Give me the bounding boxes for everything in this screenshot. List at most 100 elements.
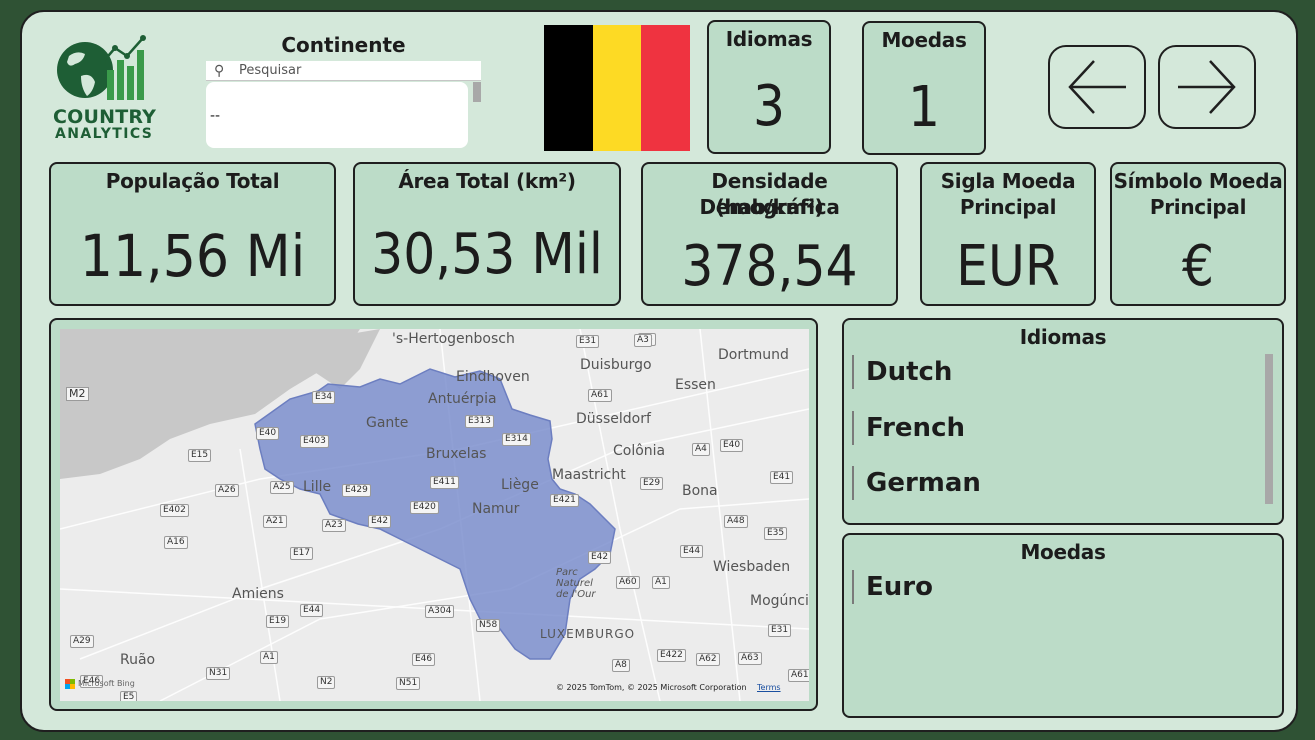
densidade-title-line2: (hab/km²) [715,195,824,219]
slicer-scrollbar[interactable] [473,82,481,102]
road-shield: A29 [70,635,94,648]
map-label-antuerpia: Antuérpia [428,391,497,407]
sigla-value: EUR [956,234,1060,299]
map-label-ruao: Ruão [120,652,156,668]
road-shield: E19 [266,615,290,628]
map-label-namur: Namur [472,501,520,517]
road-shield: E402 [160,504,189,517]
road-shield: E429 [342,484,371,497]
road-shield: E403 [300,435,329,448]
arrow-right-icon [1178,60,1236,114]
map-label-luxemburgo: LUXEMBURGO [540,627,636,641]
forward-button[interactable] [1158,45,1256,129]
back-button[interactable] [1048,45,1146,129]
map-label-lille: Lille [303,479,332,495]
slicer-item[interactable]: -- [210,108,221,124]
map-label-wiesbaden: Wiesbaden [713,559,791,575]
map-label-dortmund: Dortmund [718,347,789,363]
idiomas-list-title: Idiomas [1019,325,1107,349]
map-label-dusseldorf: Düsseldorf [576,411,651,427]
road-shield: E31 [768,624,792,637]
idiomas-count-title: Idiomas [725,27,813,51]
road-shield: E411 [430,476,459,489]
idiomas-count-card: Idiomas 3 [707,20,831,154]
map-label-colonia: Colônia [613,443,666,459]
road-shield: E44 [300,604,324,617]
logo-text-country: COUNTRY [53,106,157,128]
road-shield: E42 [588,551,612,564]
map-terms-link[interactable]: Terms [757,683,781,692]
list-item-french[interactable]: French [852,411,965,445]
area-title: Área Total (km²) [398,169,576,193]
map-label-essen: Essen [675,377,716,393]
densidade-card: Densidade Demográfica (hab/km²) 378,54 [641,162,898,306]
moedas-count-card: Moedas 1 [862,21,986,155]
idiomas-scrollbar[interactable] [1265,354,1273,504]
area-value: 30,53 Mil [371,222,603,287]
road-shield: E42 [368,515,392,528]
map-label-gante: Gante [366,415,409,431]
road-shield: E40 [256,427,280,440]
road-shield: E421 [550,494,579,507]
road-shield: E31 [576,335,600,348]
road-shield: A4 [692,443,710,456]
bing-logo [65,679,75,689]
road-shield: A62 [696,653,720,666]
road-shield: N31 [206,667,231,680]
flag-stripe-black [544,25,593,151]
densidade-value: 378,54 [681,234,858,299]
sigla-title-line2: Principal [959,195,1057,219]
populacao-title: População Total [105,169,280,193]
road-shield: E29 [640,477,664,490]
arrow-left-icon [1068,60,1126,114]
bing-attribution: Microsoft Bing [78,679,135,688]
road-shield: A61 [788,669,809,682]
map-label-liege: Liège [501,477,539,493]
road-shield: A1 [260,651,278,664]
sigla-card: Sigla Moeda Principal EUR [920,162,1096,306]
moedas-count-value: 1 [907,75,941,140]
road-shield: A23 [322,519,346,532]
densidade-title-line1: Densidade Demográfica [699,169,840,219]
map-label-bona: Bona [682,483,718,499]
map-label-amiens: Amiens [232,586,284,602]
moedas-list-title: Moedas [1020,540,1106,564]
road-shield: N58 [476,619,501,632]
road-shield: A304 [425,605,455,618]
map-label-m2: M2 [66,387,89,401]
road-shield: A26 [215,484,239,497]
search-icon: ⚲ [214,63,225,79]
area-card: Área Total (km²) 30,53 Mil [353,162,621,306]
road-shield: E46 [80,675,104,688]
list-item-german[interactable]: German [852,466,981,500]
road-shield: E41 [770,471,794,484]
list-item-euro[interactable]: Euro [852,570,933,604]
logo-text-analytics: ANALYTICS [55,126,154,142]
map-copyright: © 2025 TomTom, © 2025 Microsoft Corporat… [556,683,747,692]
road-shield: E15 [188,449,212,462]
continent-slicer-list[interactable]: -- [206,82,468,148]
list-item-dutch[interactable]: Dutch [852,355,952,389]
map-label-mogunica: Mogúncia [750,593,809,609]
road-shield: A61 [588,389,612,402]
flag-stripe-yellow [592,25,642,151]
continent-search-input[interactable]: ⚲ Pesquisar [206,61,481,81]
road-shield: A16 [164,536,188,549]
map-label-eindhoven: Eindhoven [456,369,530,385]
map-visual[interactable]: 's-Hertogenbosch Duisburgo Dortmund Eind… [60,329,809,701]
road-shield: N2 [317,676,336,689]
road-shield: N51 [396,677,421,690]
populacao-value: 11,56 Mi [79,222,306,290]
simbolo-card: Símbolo Moeda Principal € [1110,162,1286,306]
road-shield: E34 [312,391,336,404]
road-shield: E46 [412,653,436,666]
road-shield: A48 [724,515,748,528]
map-label-duisburgo: Duisburgo [580,357,652,373]
flag-stripe-red [641,25,691,151]
populacao-card: População Total 11,56 Mi [49,162,336,306]
road-shield: E420 [410,501,439,514]
simbolo-title-line1: Símbolo Moeda [1113,169,1283,193]
road-shield: E314 [502,433,531,446]
road-shield: E35 [764,527,788,540]
road-shield: A1 [652,576,670,589]
